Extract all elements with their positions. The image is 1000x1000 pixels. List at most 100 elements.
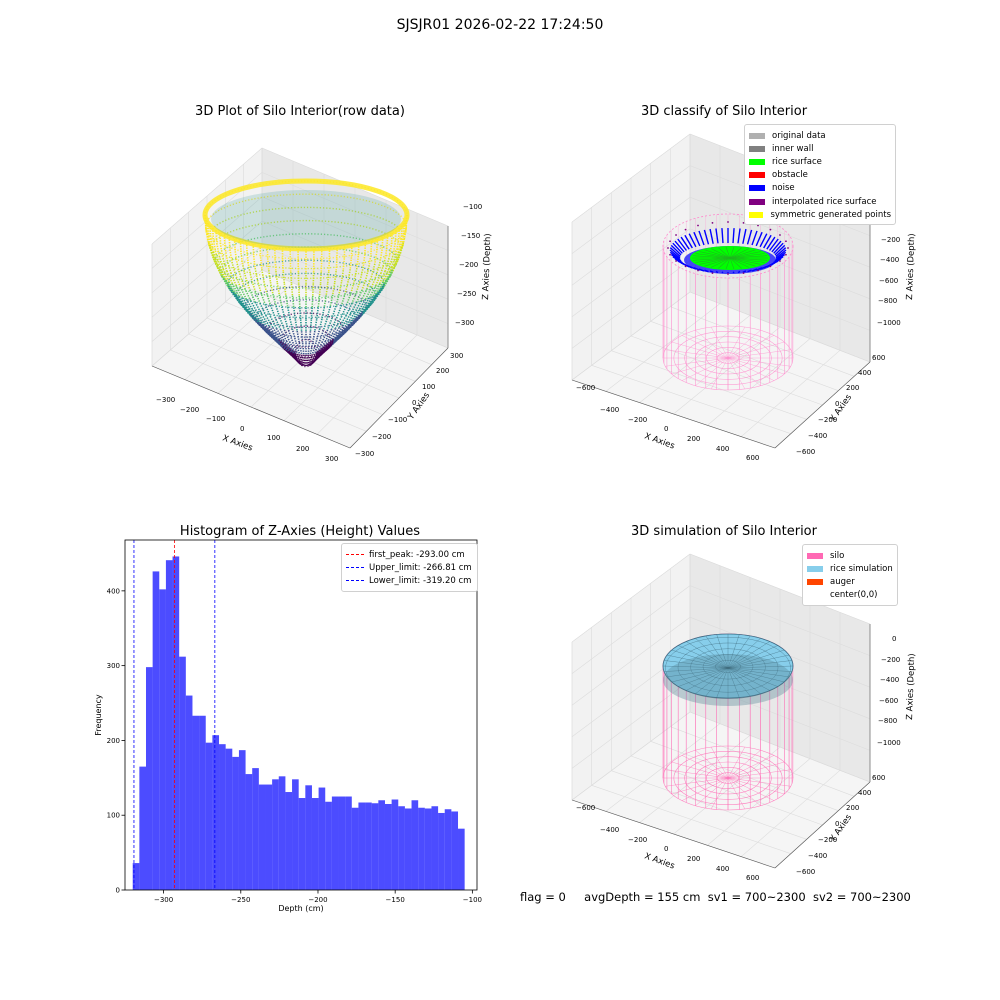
- raw-ytick: −300: [355, 450, 374, 458]
- raw-xtick: 200: [296, 445, 309, 453]
- noise-point: [669, 251, 681, 261]
- grid-line: [571, 133, 691, 223]
- rice-surface-line: [725, 246, 731, 259]
- point-column: [340, 270, 345, 283]
- classify-xtick: −200: [628, 416, 647, 424]
- point-column: [353, 267, 358, 281]
- point-column: [244, 277, 251, 291]
- silo-floor-spoke: [665, 769, 729, 779]
- classify-3d-plot: −600 −400 −200 0 200 400 600 −600 −400 −…: [571, 133, 917, 462]
- raw-ytick: 0: [412, 399, 416, 407]
- point-column: [391, 258, 400, 273]
- classify-xtick: 600: [746, 454, 759, 462]
- point-column: [308, 331, 312, 344]
- point-column: [223, 234, 226, 248]
- rice-mesh-spoke: [705, 667, 729, 697]
- simulation-zlabel: Z Axies (Depth): [905, 653, 917, 720]
- histogram-bar: [258, 784, 266, 890]
- silo-floor-spoke: [710, 326, 729, 359]
- legend-item: noise: [749, 182, 891, 195]
- grid-line: [571, 196, 691, 286]
- point-column: [280, 339, 291, 353]
- point-column: [380, 259, 386, 274]
- histogram-bar: [278, 776, 286, 890]
- noise-point: [698, 230, 705, 246]
- silo-floor-spoke: [665, 349, 729, 359]
- point-column: [305, 354, 309, 367]
- point-column: [319, 272, 323, 284]
- interpolated-point: [697, 269, 699, 272]
- histogram-bar: [145, 667, 153, 890]
- noise-point: [775, 251, 787, 261]
- point-column: [287, 330, 294, 343]
- rice-mesh-spoke: [727, 667, 770, 691]
- point-column: [326, 306, 331, 319]
- point-column: [310, 307, 313, 320]
- point-column: [274, 316, 282, 330]
- noise-point: [688, 233, 697, 248]
- interpolated-point: [697, 224, 699, 227]
- point-column: [306, 354, 312, 367]
- point-column: [234, 274, 242, 288]
- simulation-ztick: −600: [879, 697, 898, 705]
- simulation-xtick: −400: [600, 826, 619, 834]
- interpolated-point: [727, 273, 729, 275]
- point-column: [264, 303, 272, 317]
- point-column: [292, 341, 299, 355]
- histogram-bar: [371, 803, 379, 890]
- point-column: [342, 258, 346, 271]
- point-column: [400, 225, 403, 239]
- histogram-chart: −300 −250 −200 −150 −100 0 100 200 300 400 Depth…: [94, 539, 482, 913]
- noise-point: [746, 229, 753, 245]
- point-column: [373, 283, 385, 299]
- point-column: [300, 354, 306, 367]
- silo-floor-spoke: [695, 357, 729, 386]
- silo-floor-spoke: [695, 777, 729, 806]
- rice-mesh-spoke: [727, 667, 785, 683]
- silo-floor-spoke: [681, 335, 729, 359]
- silo-floor-spoke: [727, 326, 746, 359]
- point-column: [253, 311, 264, 325]
- silo-floor-spoke: [710, 357, 729, 390]
- grid-line: [740, 770, 841, 857]
- noise-point: [721, 228, 724, 244]
- rice-mesh-spoke: [727, 667, 790, 678]
- point-column: [331, 282, 336, 295]
- rice-mesh-spoke: [686, 641, 729, 669]
- grid-line: [261, 245, 449, 324]
- simulation-legend: silo rice simulation auger center(0,0): [802, 544, 898, 606]
- rice-mesh-spoke: [678, 667, 729, 687]
- legend-item: original data: [749, 129, 891, 142]
- grid-line: [151, 220, 263, 318]
- rice-mesh-spoke: [678, 645, 729, 669]
- grid-line: [571, 585, 691, 674]
- point-column: [301, 342, 305, 355]
- silo-floor-spoke: [695, 330, 729, 359]
- point-column: [308, 353, 316, 367]
- histogram-bar: [132, 863, 140, 890]
- x-axis-line: [571, 799, 776, 869]
- point-column: [327, 259, 331, 272]
- noise-point: [732, 228, 735, 244]
- simulation-ytick: −600: [796, 868, 815, 876]
- silo-floor-spoke: [681, 357, 729, 381]
- y-tick-label: 0: [116, 887, 120, 895]
- raw-ztick: −100: [463, 203, 482, 211]
- simulation-xtick: 200: [687, 855, 700, 863]
- interpolated-point: [742, 221, 745, 224]
- noise-point: [759, 233, 768, 248]
- rice-surface-line: [692, 255, 731, 259]
- raw-xtick: 300: [325, 455, 338, 463]
- silo-floor-spoke: [727, 330, 761, 359]
- point-column: [331, 305, 337, 319]
- point-column: [269, 281, 274, 295]
- histogram-bar: [345, 796, 352, 890]
- point-column: [246, 254, 250, 267]
- rice-mesh-spoke: [727, 634, 740, 669]
- legend-item: interpolated rice surface: [749, 195, 891, 208]
- silo-floor-spoke: [727, 777, 746, 810]
- point-column: [313, 341, 320, 355]
- point-column: [368, 252, 372, 266]
- classify-ytick: −400: [808, 432, 827, 440]
- silo-floor-spoke: [727, 357, 791, 367]
